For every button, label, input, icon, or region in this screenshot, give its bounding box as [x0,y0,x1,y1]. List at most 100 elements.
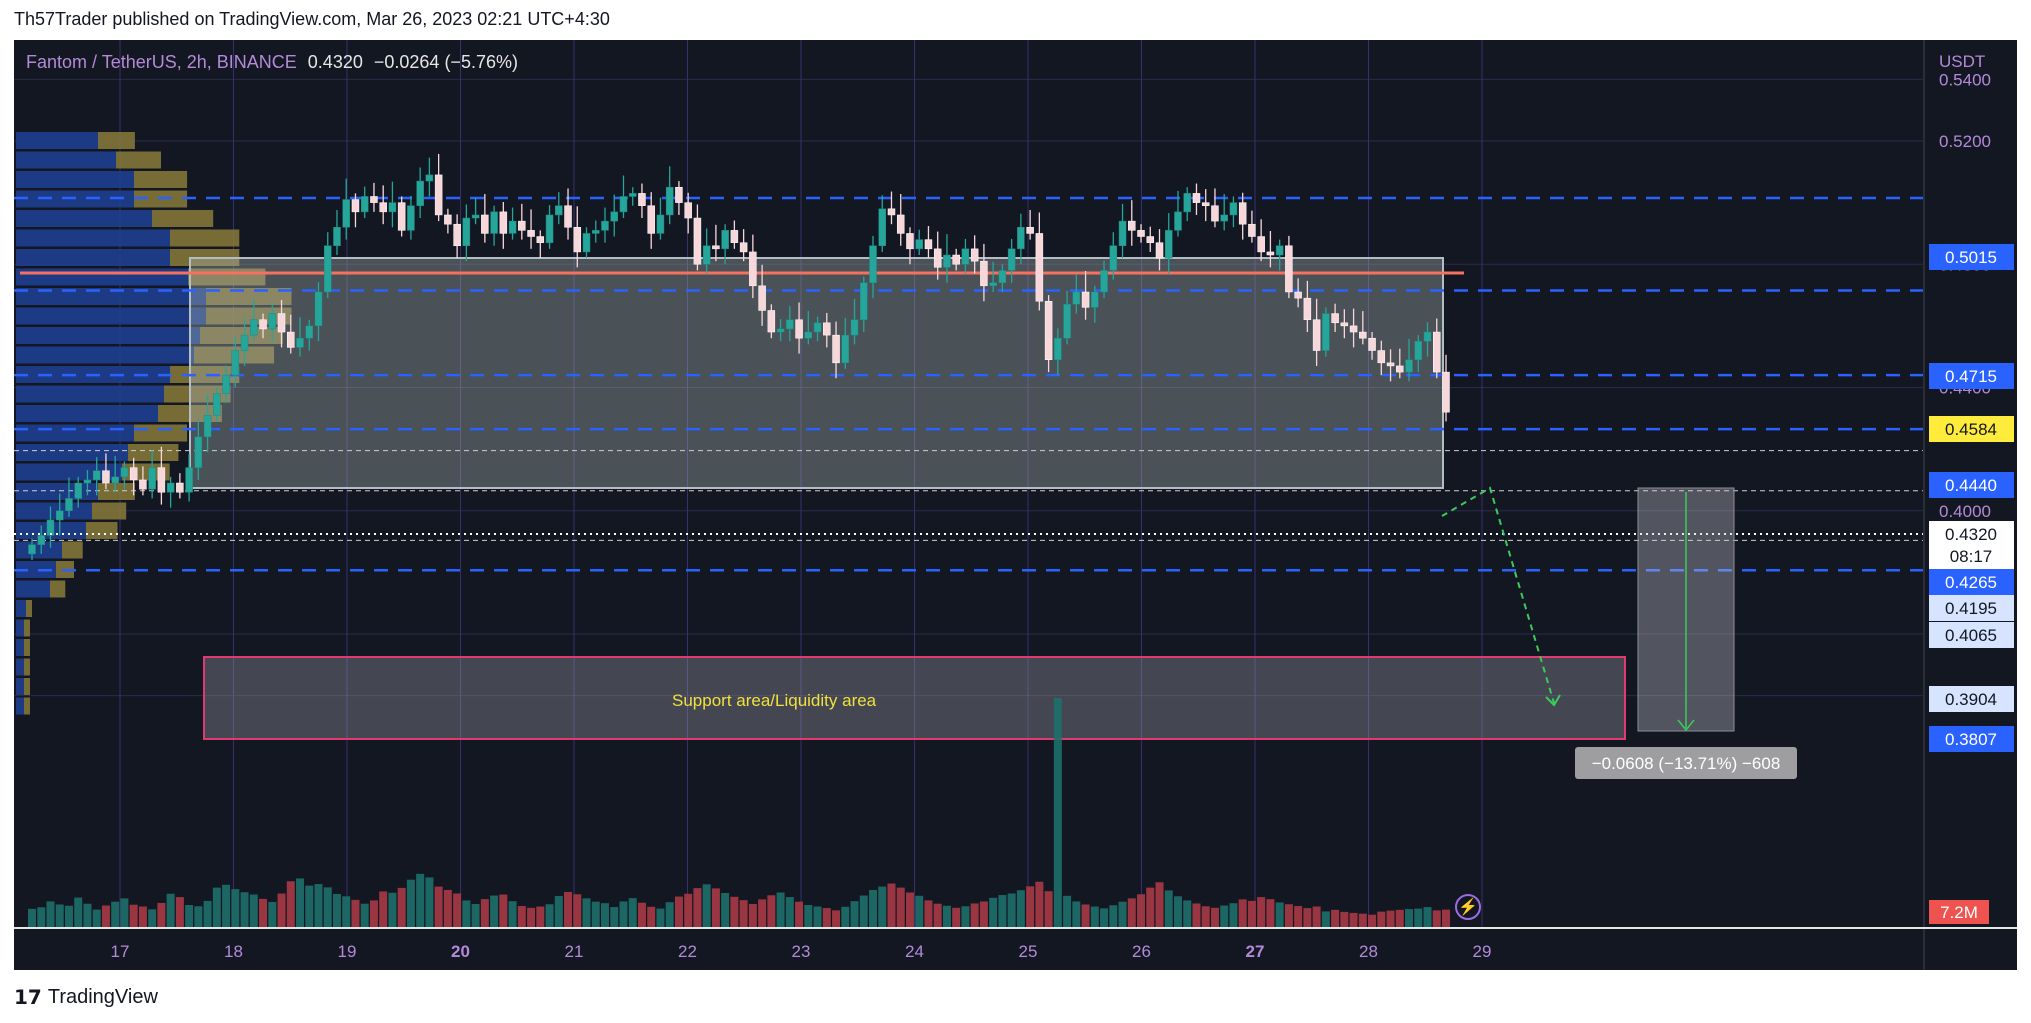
brand-footer[interactable]: 𝟭𝟳 TradingView [14,985,158,1010]
label-4440-box [1929,472,2014,498]
profile-bar-sell [26,600,32,617]
volume-bar [979,901,988,928]
candle-body [74,482,82,499]
volume-bar [1395,909,1404,928]
symbol-legend[interactable]: Fantom / TetherUS, 2h, BINANCE 0.4320 −0… [26,52,518,73]
time-axis[interactable]: 17 18 19 20 21 22 23 24 25 26 27 28 29 [111,942,1492,961]
volume-bar [1377,911,1386,928]
candle-body [268,313,277,330]
volume-bar [859,895,868,928]
profile-bar-buy [16,249,170,266]
label-3904: 0.3904 [1945,690,1997,709]
profile-bar-buy [16,405,158,422]
volume-bar [1118,901,1127,928]
volume-bar [591,901,600,928]
label-4195: 0.4195 [1945,599,1997,618]
candle-body [1238,202,1247,225]
candle-body [434,174,443,216]
profile-bar-buy [16,385,164,403]
volume-bar [46,901,55,928]
profile-bar-sell [92,502,127,520]
candle-body [1035,233,1044,302]
candle-body [342,199,350,228]
candle-body [1118,220,1127,247]
candle-body [222,374,230,394]
candle-body [1164,230,1173,259]
chart-frame[interactable]: Support area/Liquidity area −0.0608 (−13… [14,40,2017,970]
candle-body [1128,220,1136,231]
candle-body [416,180,424,206]
projection-path[interactable] [1441,486,1555,704]
volume-bar [1164,890,1173,928]
volume-bar [637,902,646,928]
candle-body [157,467,166,493]
support-zone[interactable] [203,656,1626,740]
volume-bar [1266,899,1275,928]
measure-label-box [1575,747,1797,779]
volume-bar [1192,903,1201,928]
volume-bar [249,894,258,928]
profile-bar-sell [170,229,240,247]
candle-body [665,186,674,216]
volume-bar [804,905,813,928]
last-price-box [1929,521,2014,569]
symbol-price: 0.4320 [307,52,363,72]
candle-body [28,544,36,555]
candle-body [823,322,831,336]
candle-body [628,193,637,197]
volume-bar [896,887,905,928]
candle-body [1183,193,1191,213]
candle-body [194,436,203,468]
volume-bar [157,902,166,928]
volume-bar [64,905,73,928]
candle-body [933,248,942,268]
volume-bar [1284,904,1293,928]
volume-bar [776,892,785,928]
volume-bar [564,891,573,928]
candle-body [213,393,221,416]
candle-body [1349,325,1358,333]
candle-body [1294,291,1302,299]
brand-name: TradingView [47,986,158,1008]
volume-bar [55,904,64,928]
volume-bar [841,906,850,928]
candle-body [83,479,92,484]
lightning-icon[interactable]: ⚡ [1455,894,1481,920]
volume-bar [1026,886,1035,928]
candle-body [878,208,886,247]
volume-bar [397,887,406,928]
time-tick-label: 17 [111,942,130,961]
profile-bar-buy [16,132,98,149]
candle-body [508,220,517,234]
volume-bar [1007,893,1016,928]
candle-body [730,230,739,243]
range-box[interactable] [189,257,1444,489]
volume-bar [175,897,184,928]
candle-body [388,202,397,213]
time-tick-label: 25 [1019,942,1038,961]
volume-bar [1358,913,1367,928]
volume-bar [721,892,730,928]
chart-canvas[interactable]: Support area/Liquidity area −0.0608 (−13… [14,40,2017,970]
volume-bar [758,899,767,928]
profile-bar-buy [16,288,206,305]
volume-bar [212,887,221,928]
volume-bar [554,896,563,928]
volume-bar [1100,908,1109,928]
measure-label: −0.0608 (−13.71%) −608 [1592,754,1781,773]
volume-bar [1247,900,1256,928]
candle-body [1396,365,1404,373]
candle-body [453,223,461,247]
candle-body [1211,205,1219,222]
volume-bar [259,898,268,928]
candle-body [601,220,609,231]
time-tick-label: 18 [224,942,243,961]
volume-bar [471,903,480,928]
label-4065: 0.4065 [1945,626,1997,645]
profile-bar-sell [24,658,30,676]
candle-body [351,199,360,213]
profile-bar-buy [16,678,24,695]
candle-body [305,325,314,339]
volume-bar [748,903,757,928]
candle-body [444,214,452,225]
